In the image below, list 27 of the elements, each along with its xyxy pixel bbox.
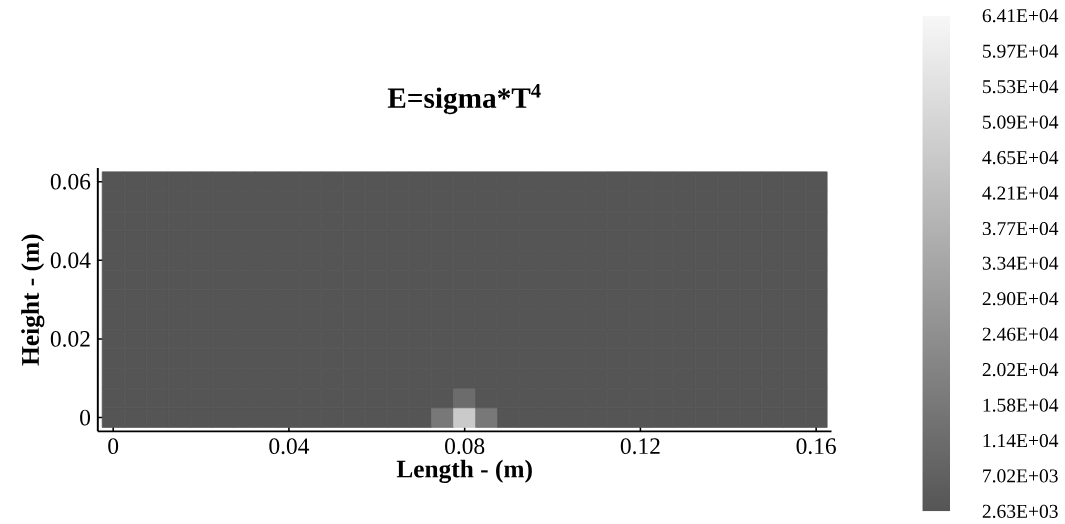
color-bar-label: 5.53E+04 bbox=[983, 79, 1059, 94]
x-tick-label: 0.12 bbox=[620, 438, 660, 454]
color-bar-label: 4.21E+04 bbox=[982, 186, 1059, 200]
color-bar-label: 6.41E+04 bbox=[982, 8, 1059, 23]
color-bar-label: 1.58E+04 bbox=[983, 398, 1059, 412]
x-axis-title: Length - (m) bbox=[396, 459, 532, 483]
chart-title: E=sigma*T$^{4}$ bbox=[387, 83, 541, 114]
color-bar-label: 2.02E+04 bbox=[982, 362, 1059, 377]
x-tick-label: 0.08 bbox=[445, 438, 485, 454]
color-bar-label: 2.63E+03 bbox=[982, 504, 1058, 518]
y-tick-label: 0 bbox=[80, 409, 91, 426]
y-tick-label: 0.04 bbox=[50, 252, 91, 269]
x-tick-label: 0 bbox=[108, 438, 119, 454]
color-bar-label: 5.97E+04 bbox=[983, 44, 1059, 58]
y-tick-label: 0.06 bbox=[50, 173, 91, 190]
y-axis-title: Height - (m) bbox=[21, 234, 45, 366]
color-bar-label: 2.46E+04 bbox=[982, 327, 1059, 341]
x-tick-label: 0.04 bbox=[269, 438, 310, 454]
y-tick-label: 0.02 bbox=[50, 330, 90, 347]
color-bar-label: 7.02E+03 bbox=[983, 469, 1058, 483]
color-bar-label: 1.14E+04 bbox=[983, 433, 1059, 448]
color-bar-label: 4.65E+04 bbox=[982, 150, 1059, 165]
x-tick-label: 0.16 bbox=[796, 438, 836, 454]
color-bar-label: 3.77E+04 bbox=[982, 221, 1059, 235]
color-bar-label: 3.34E+04 bbox=[982, 256, 1059, 270]
color-bar-label: 5.09E+04 bbox=[983, 115, 1059, 129]
color-bar-label: 2.90E+04 bbox=[982, 291, 1059, 306]
